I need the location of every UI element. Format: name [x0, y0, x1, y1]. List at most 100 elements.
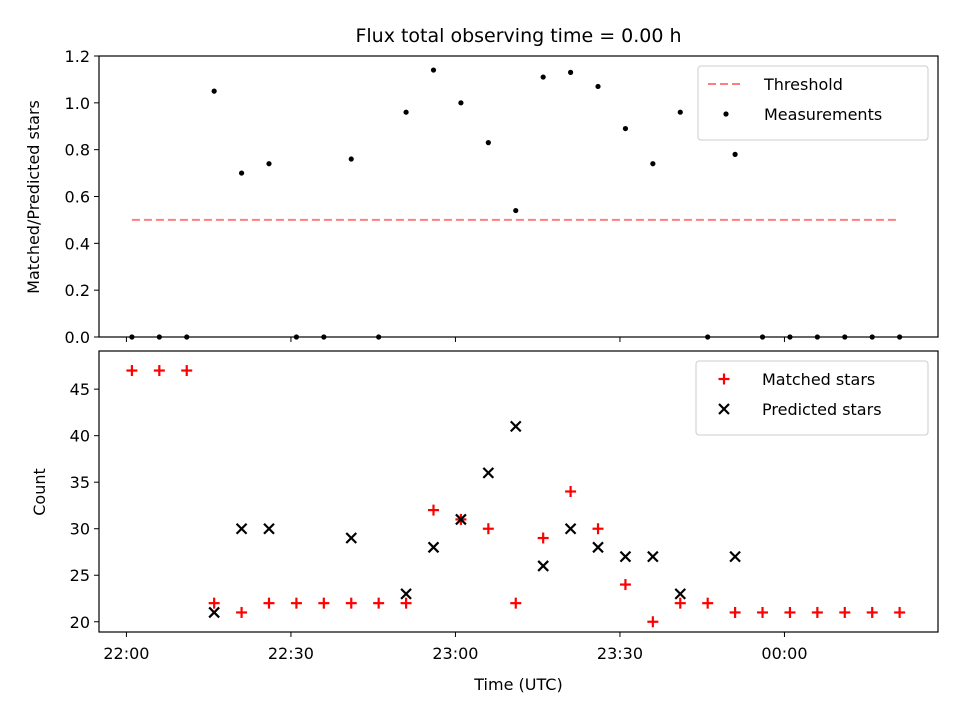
top-y-tick-label: 0.8 — [65, 141, 90, 160]
x-tick-label: 22:30 — [268, 644, 314, 663]
bottom-series-matched-stars-point — [126, 365, 138, 377]
bottom-series-predicted-stars-point — [509, 420, 522, 433]
bottom-y-tick-label: 30 — [70, 520, 90, 539]
x-tick-label: 23:30 — [597, 644, 643, 663]
top-series-measurements-point — [485, 140, 491, 146]
bottom-legend-item-predicted-stars-handle-b — [718, 403, 730, 415]
bottom-series-matched-stars-point — [510, 597, 522, 609]
bottom-series-predicted-stars-point — [482, 467, 495, 479]
bottom-series-predicted-stars-point — [455, 513, 467, 526]
bottom-series-predicted-stars-point-b — [455, 513, 467, 526]
bottom-series-predicted-stars-point-b — [235, 522, 248, 535]
bottom-series-predicted-stars-point — [208, 606, 220, 619]
bottom-series-matched-stars-point — [208, 597, 220, 609]
top-y-tick-label: 0.6 — [65, 188, 90, 207]
top-series-measurements-point — [567, 69, 574, 75]
x-tick-label: 00:00 — [761, 644, 807, 663]
top-series-measurements-point — [458, 100, 464, 106]
top-series-measurements-point — [430, 67, 437, 73]
bottom-series-matched-stars-point — [674, 597, 686, 609]
bottom-series-predicted-stars-point — [263, 522, 275, 535]
bottom-y-tick-label: 35 — [70, 473, 90, 492]
bottom-series-matched-stars-point — [537, 532, 549, 544]
bottom-series-matched-stars-point — [729, 606, 741, 618]
bottom-series-matched-stars-point — [345, 597, 357, 609]
top-y-tick-label: 0.4 — [65, 234, 90, 253]
bottom-series-matched-stars-point — [647, 616, 659, 628]
bottom-series-matched-stars-point — [482, 523, 494, 535]
bottom-series-predicted-stars-point-b — [509, 420, 522, 433]
top-series-measurements-point — [650, 161, 656, 167]
bottom-series-matched-stars-point — [428, 504, 440, 516]
bottom-panel: 20 25 30 35 40 45 22:00 22:30 23:00 23:30 00:00 Mat… — [70, 350, 939, 663]
bottom-plot-frame — [98, 350, 939, 633]
top-y-axis-title: Matched/Predicted stars — [24, 100, 43, 294]
top-series-measurements-point — [513, 207, 519, 214]
bottom-series-matched-stars-point — [318, 597, 330, 609]
bottom-series-predicted-stars-point-b — [592, 541, 604, 554]
bottom-series-predicted-stars-point-b — [427, 541, 440, 554]
bottom-legend: Matched stars Predicted stars — [695, 360, 929, 436]
chart-title: Flux total observing time = 0.00 h — [355, 25, 681, 47]
bottom-series-predicted-stars-point-b — [345, 532, 358, 544]
bottom-series-predicted-stars-point — [674, 588, 687, 600]
bottom-series-matched-stars-point — [811, 606, 823, 618]
bottom-series-matched-stars-point — [702, 597, 714, 609]
top-series-measurements-point — [211, 88, 217, 94]
bottom-series-predicted-stars-point-b — [729, 550, 741, 563]
bottom-series-matched-stars-point — [153, 365, 165, 377]
top-series-measurements-point — [266, 161, 272, 167]
top-legend-item-measurements-label: Measurements — [764, 105, 882, 124]
bottom-series-matched-stars-point — [839, 606, 851, 618]
x-axis-title: Time (UTC) — [473, 675, 562, 694]
top-series-measurements-point — [622, 125, 629, 132]
bottom-y-tick-label: 45 — [70, 380, 90, 399]
top-y-tick-label: 1.2 — [65, 47, 90, 66]
top-series-measurements-point — [403, 109, 409, 115]
bottom-series-predicted-stars-point-b — [208, 606, 220, 619]
top-y-tick-label: 1.0 — [65, 94, 90, 113]
top-series-measurements-point — [732, 151, 738, 157]
top-legend-item-threshold-label: Threshold — [763, 75, 843, 94]
top-y-tick-label: 0.0 — [65, 328, 90, 347]
bottom-series-matched-stars-point — [866, 606, 878, 618]
bottom-series-matched-stars-point — [894, 606, 906, 618]
bottom-series-predicted-stars-point — [729, 550, 741, 563]
bottom-series-matched-stars-point — [373, 597, 385, 609]
top-series-measurements-point — [238, 170, 245, 176]
bottom-y-axis-title: Count — [30, 468, 49, 516]
bottom-series-predicted-stars-point — [592, 541, 604, 554]
top-legend: Threshold Measurements — [697, 65, 929, 141]
bottom-series-predicted-stars-point-b — [263, 522, 275, 535]
x-tick-label: 22:00 — [103, 644, 149, 663]
bottom-series-matched-stars-point — [565, 486, 577, 497]
bottom-series-predicted-stars-point-b — [647, 550, 659, 563]
bottom-series-matched-stars-point — [263, 597, 275, 609]
bottom-series-matched-stars-point — [757, 606, 769, 618]
bottom-series-predicted-stars-point — [400, 588, 412, 600]
bottom-series-predicted-stars-point — [427, 541, 440, 554]
bottom-series-matched-stars-point — [619, 579, 631, 591]
bottom-series-matched-stars-point — [592, 523, 604, 535]
bottom-series-predicted-stars-point-b — [537, 560, 549, 572]
bottom-series-predicted-stars-point — [537, 560, 549, 572]
top-y-tick-label: 0.2 — [65, 281, 90, 300]
bottom-series-predicted-stars-point-b — [564, 522, 577, 535]
top-series-measurements-point — [677, 109, 683, 115]
bottom-legend-item-matched-stars-handle — [718, 373, 730, 385]
top-series-measurements-point — [540, 74, 546, 80]
bottom-y-tick-label: 40 — [70, 427, 90, 446]
bottom-series-predicted-stars-point — [235, 522, 248, 535]
bottom-series-predicted-stars-point — [619, 550, 632, 563]
top-legend-box — [697, 65, 929, 141]
top-plot-frame — [98, 55, 939, 338]
bottom-series-predicted-stars-point-b — [619, 550, 632, 563]
bottom-series-predicted-stars-point — [564, 522, 577, 535]
bottom-y-tick-label: 20 — [70, 613, 90, 632]
bottom-legend-item-predicted-stars-handle — [718, 403, 730, 415]
top-legend-item-measurements-handle — [723, 111, 729, 117]
bottom-series-matched-stars-point — [236, 606, 248, 618]
top-series-measurements-point — [595, 83, 601, 90]
bottom-series-matched-stars-point — [784, 606, 796, 618]
